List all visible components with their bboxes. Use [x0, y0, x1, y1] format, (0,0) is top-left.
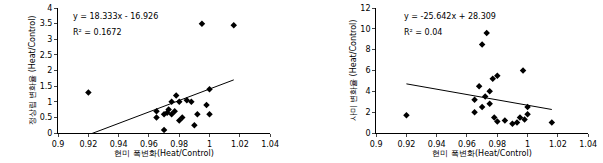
svg-text:12: 12	[360, 4, 370, 13]
svg-text:0.92: 0.92	[398, 140, 416, 149]
svg-text:0.96: 0.96	[140, 140, 158, 149]
svg-text:2: 2	[365, 108, 370, 117]
svg-text:0.5: 0.5	[40, 113, 53, 122]
svg-text:1: 1	[525, 140, 530, 149]
svg-text:1.04: 1.04	[261, 140, 279, 149]
svg-text:1.04: 1.04	[579, 140, 597, 149]
svg-text:R² = 0.1672: R² = 0.1672	[73, 28, 122, 37]
svg-text:2: 2	[47, 66, 52, 75]
svg-text:현미 폭변화(Heat/Control): 현미 폭변화(Heat/Control)	[432, 149, 531, 158]
svg-text:0.9: 0.9	[52, 140, 65, 149]
svg-text:1: 1	[207, 140, 212, 149]
svg-text:y = 18.333x - 16.926: y = 18.333x - 16.926	[73, 12, 158, 21]
svg-text:3: 3	[47, 35, 52, 44]
svg-text:0.98: 0.98	[170, 140, 188, 149]
svg-text:0.9: 0.9	[370, 140, 383, 149]
svg-text:y = -25.642x + 28.309: y = -25.642x + 28.309	[404, 12, 496, 21]
svg-text:3.5: 3.5	[40, 19, 53, 28]
svg-text:사미 변화율 (Heat/Control): 사미 변화율 (Heat/Control)	[349, 20, 358, 122]
svg-text:4: 4	[365, 87, 370, 96]
svg-text:0.94: 0.94	[110, 140, 128, 149]
svg-text:0: 0	[365, 129, 370, 138]
svg-text:0.96: 0.96	[458, 140, 476, 149]
svg-text:0.98: 0.98	[488, 140, 506, 149]
svg-text:6: 6	[365, 66, 370, 75]
svg-text:0: 0	[47, 129, 52, 138]
svg-text:0.92: 0.92	[79, 140, 97, 149]
svg-text:R² = 0.04: R² = 0.04	[404, 28, 442, 37]
svg-text:10: 10	[360, 25, 370, 34]
svg-text:1: 1	[47, 98, 52, 107]
svg-text:1.5: 1.5	[40, 82, 53, 91]
svg-text:정상립 변화율 (Heat/Control): 정상립 변화율 (Heat/Control)	[28, 16, 37, 126]
svg-text:1.02: 1.02	[549, 140, 567, 149]
svg-text:8: 8	[365, 45, 370, 54]
svg-text:0.94: 0.94	[428, 140, 446, 149]
svg-text:2.5: 2.5	[40, 51, 53, 60]
svg-text:4: 4	[47, 4, 52, 13]
svg-text:1.02: 1.02	[231, 140, 249, 149]
svg-text:현미 폭변화(Heat/Control): 현미 폭변화(Heat/Control)	[114, 149, 213, 158]
